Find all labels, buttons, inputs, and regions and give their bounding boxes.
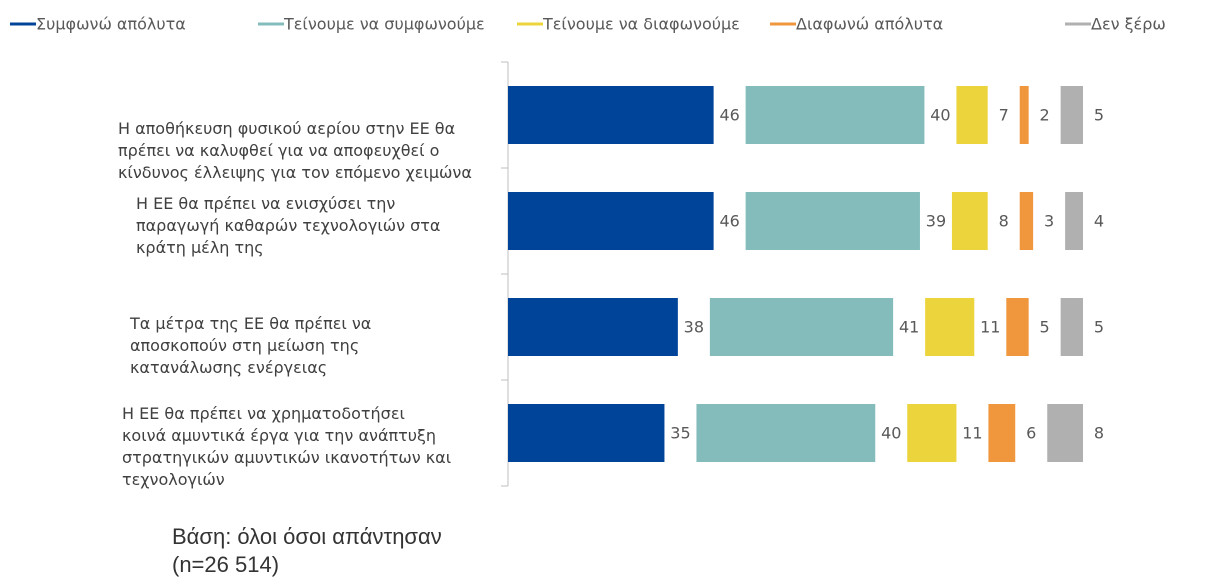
data-label: 5 xyxy=(1094,318,1104,337)
data-label: 8 xyxy=(1094,424,1104,443)
legend-label: Διαφωνώ απόλυτα xyxy=(796,15,943,34)
data-label: 46 xyxy=(719,212,739,231)
bar xyxy=(988,404,1016,462)
data-label: 38 xyxy=(684,318,704,337)
data-label: 5 xyxy=(1094,106,1104,125)
legend-label: Τείνουμε να διαφωνούμε xyxy=(542,15,740,34)
category-label: Η ΕΕ θα πρέπει να ενισχύσει την παραγωγή… xyxy=(136,194,441,257)
data-label: 5 xyxy=(1040,318,1050,337)
bar xyxy=(1019,86,1029,144)
bar xyxy=(745,86,925,144)
bar xyxy=(1060,86,1083,144)
data-label: 4 xyxy=(1094,212,1104,231)
bar xyxy=(951,192,988,250)
bar xyxy=(1060,298,1083,356)
bar xyxy=(1047,404,1083,462)
data-label: 2 xyxy=(1040,106,1050,125)
bar xyxy=(709,298,894,356)
legend-label: Συμφωνώ απόλυτα xyxy=(36,15,186,34)
bar xyxy=(508,192,714,250)
data-label: 35 xyxy=(670,424,690,443)
bar xyxy=(1019,192,1034,250)
category-label: Η ΕΕ θα πρέπει να χρηματοδοτήσει κοινά α… xyxy=(122,404,452,489)
data-label: 6 xyxy=(1026,424,1036,443)
data-label: 7 xyxy=(999,106,1009,125)
note: (n=26 514) xyxy=(172,552,280,577)
category-label: Η αποθήκευση φυσικού αερίου στην ΕΕ θα π… xyxy=(118,119,472,182)
bar xyxy=(1006,298,1029,356)
data-label: 11 xyxy=(980,318,1000,337)
legend-label: Τείνουμε να συμφωνούμε xyxy=(283,15,485,34)
bar xyxy=(1065,192,1083,250)
data-label: 3 xyxy=(1044,212,1054,231)
bar xyxy=(745,192,920,250)
bar xyxy=(925,298,975,356)
data-label: 41 xyxy=(899,318,919,337)
bar xyxy=(508,404,665,462)
data-label: 11 xyxy=(962,424,982,443)
category-label: Τα μέτρα της ΕΕ θα πρέπει να αποσκοπούν … xyxy=(130,314,372,377)
data-label: 39 xyxy=(926,212,946,231)
data-label: 40 xyxy=(881,424,901,443)
bar xyxy=(508,298,678,356)
bar xyxy=(508,86,714,144)
data-label: 46 xyxy=(719,106,739,125)
bar xyxy=(907,404,957,462)
legend-label: Δεν ξέρω xyxy=(1091,15,1166,34)
note: Βάση: όλοι όσοι απάντησαν xyxy=(172,524,442,549)
bar xyxy=(696,404,876,462)
data-label: 40 xyxy=(930,106,950,125)
bar xyxy=(956,86,988,144)
data-label: 8 xyxy=(999,212,1009,231)
